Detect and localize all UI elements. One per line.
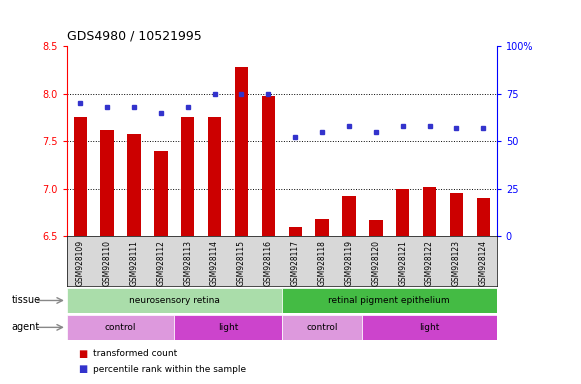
Bar: [101, 130, 114, 236]
Text: GSM928122: GSM928122: [425, 240, 434, 286]
Text: GDS4980 / 10521995: GDS4980 / 10521995: [67, 29, 202, 42]
Bar: [450, 194, 463, 236]
Text: light: light: [218, 323, 238, 332]
Bar: [174, 315, 282, 340]
Bar: [181, 118, 195, 236]
Text: GSM928119: GSM928119: [345, 240, 353, 286]
Text: GSM928117: GSM928117: [290, 240, 300, 286]
Text: GSM928115: GSM928115: [237, 240, 246, 286]
Text: GSM928123: GSM928123: [452, 240, 461, 286]
Text: GSM928121: GSM928121: [398, 240, 407, 286]
Text: ■: ■: [78, 349, 88, 359]
Text: agent: agent: [12, 322, 40, 333]
Bar: [67, 315, 174, 340]
Bar: [342, 196, 356, 236]
Bar: [154, 151, 167, 236]
Text: GSM928116: GSM928116: [264, 240, 273, 286]
Text: retinal pigment epithelium: retinal pigment epithelium: [328, 296, 450, 305]
Text: GSM928124: GSM928124: [479, 240, 488, 286]
Text: GSM928114: GSM928114: [210, 240, 219, 286]
Text: GSM928112: GSM928112: [156, 240, 166, 286]
Text: GSM928111: GSM928111: [130, 240, 138, 286]
Bar: [396, 189, 410, 236]
Bar: [476, 198, 490, 236]
Text: control: control: [306, 323, 338, 332]
Bar: [235, 67, 248, 236]
Bar: [67, 288, 282, 313]
Text: light: light: [419, 323, 440, 332]
Text: GSM928120: GSM928120: [371, 240, 381, 286]
Text: GSM928118: GSM928118: [318, 240, 327, 286]
Bar: [289, 227, 302, 236]
Text: GSM928110: GSM928110: [103, 240, 112, 286]
Bar: [208, 118, 221, 236]
Bar: [315, 219, 329, 236]
Text: percentile rank within the sample: percentile rank within the sample: [93, 365, 246, 374]
Bar: [127, 134, 141, 236]
Text: GSM928113: GSM928113: [183, 240, 192, 286]
Bar: [423, 187, 436, 236]
Text: neurosensory retina: neurosensory retina: [129, 296, 220, 305]
Bar: [282, 288, 497, 313]
Bar: [369, 220, 382, 236]
Text: control: control: [105, 323, 137, 332]
Bar: [261, 96, 275, 236]
Bar: [282, 315, 363, 340]
Bar: [74, 118, 87, 236]
Text: ■: ■: [78, 364, 88, 374]
Text: tissue: tissue: [12, 295, 41, 306]
Text: GSM928109: GSM928109: [76, 240, 85, 286]
Bar: [363, 315, 497, 340]
Text: transformed count: transformed count: [93, 349, 177, 358]
